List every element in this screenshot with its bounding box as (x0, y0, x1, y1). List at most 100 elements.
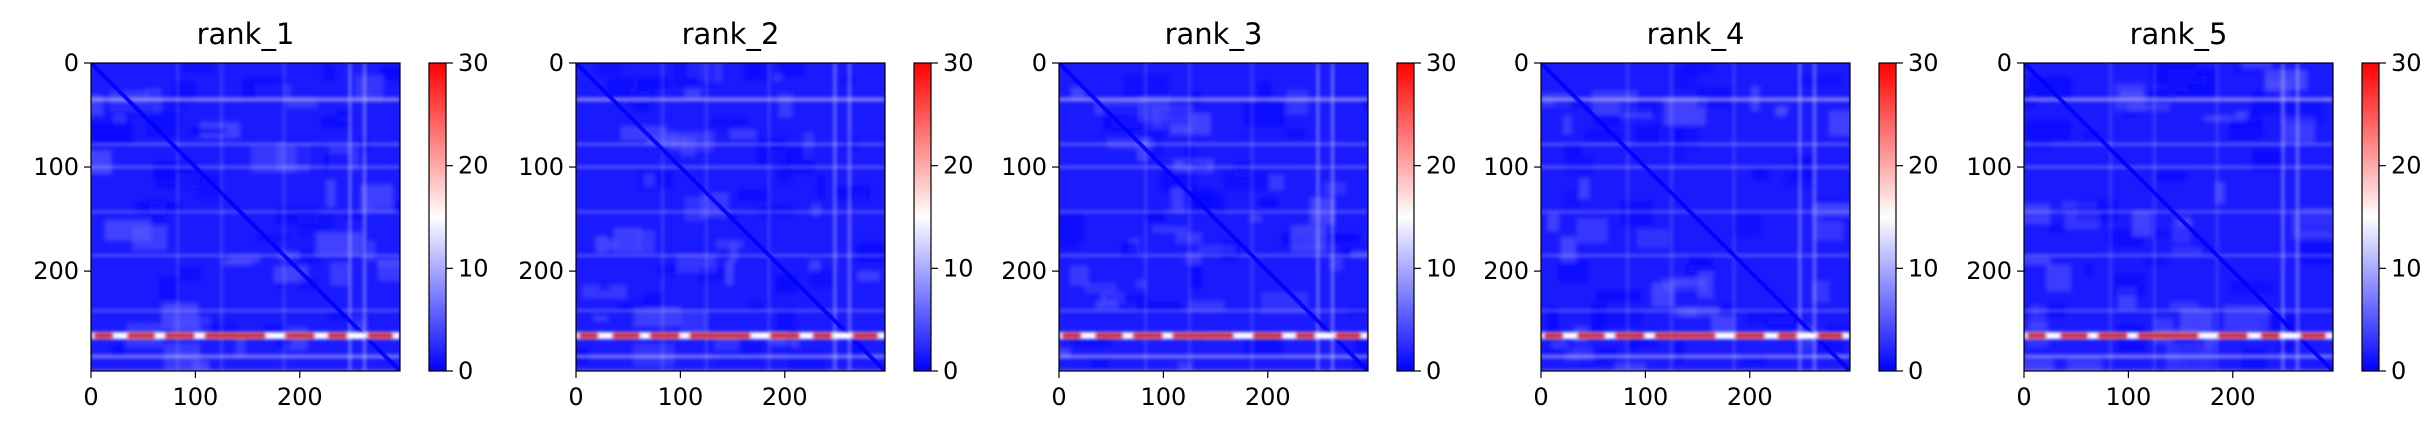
heatmap-cell (1546, 213, 1560, 232)
axes-frame (1540, 62, 1851, 372)
heatmap-bright-segment (1734, 332, 1766, 339)
heatmap-cell (196, 172, 222, 200)
heatmap-row-band (1541, 354, 1850, 359)
heatmap-row-band (1541, 309, 1850, 313)
heatmap-cell (1059, 239, 1080, 250)
heatmap-cell (1541, 348, 1574, 355)
heatmap-cell (344, 212, 366, 219)
heatmap-cell (776, 159, 792, 184)
colorbar-tick-label: 20 (1426, 152, 1457, 180)
x-tick-label: 200 (762, 383, 808, 411)
heatmap-cell (2228, 122, 2264, 140)
heatmap-image (1541, 63, 1850, 371)
heatmap-cell (644, 293, 664, 309)
x-tick-label: 100 (657, 383, 703, 411)
heatmap-cell (1602, 310, 1644, 325)
heatmap-bright-segment (2097, 332, 2129, 339)
y-tick-label: 100 (1483, 153, 1529, 181)
heatmap-bright-segment (851, 332, 879, 339)
heatmap-row-band (1059, 210, 1368, 214)
colorbar-tick-label: 20 (943, 152, 974, 180)
heatmap-cell (632, 77, 669, 89)
heatmap-bright-segment (326, 332, 348, 339)
heatmap-cell (337, 109, 352, 123)
heatmap-bright-segment (811, 332, 833, 339)
heatmap-cell (2046, 264, 2072, 292)
heatmap-col-band (2296, 63, 2300, 371)
heatmap-cell (605, 238, 616, 251)
heatmap-col-band (2109, 63, 2113, 371)
heatmap-cell (2241, 348, 2266, 371)
heatmap-cell (1188, 300, 1225, 312)
y-tick-label: 100 (1001, 153, 1047, 181)
heatmap-cell (1812, 203, 1850, 217)
heatmap-cell (1565, 154, 1593, 175)
colorbar-tick-label: 0 (2391, 357, 2406, 385)
heatmap-panel: rank_5 0 100 200 0 100 200 0 10 20 30 (1966, 17, 2421, 411)
heatmap-cell (181, 63, 214, 73)
heatmap-bright-segment (1776, 332, 1798, 339)
heatmap-cell (1634, 125, 1677, 145)
heatmap-cell (2171, 246, 2202, 256)
heatmap-cell (684, 88, 702, 99)
heatmap-bright-segment (1252, 332, 1284, 339)
colorbar-tick-label: 20 (458, 152, 489, 180)
heatmap-cell (1564, 142, 1582, 157)
chart-title: rank_5 (2130, 17, 2228, 51)
heatmap-cell (673, 63, 717, 87)
colorbar: 0 10 20 30 (428, 49, 489, 385)
heatmap-bright-segment (2059, 332, 2089, 339)
heatmap-cell (1563, 190, 1580, 209)
heatmap-col-band (1798, 63, 1802, 371)
heatmap-cell (772, 73, 783, 83)
heatmap-cell (2025, 119, 2071, 140)
heatmap-cell (2127, 103, 2171, 112)
heatmap-diagonal (1059, 63, 1368, 371)
heatmap-cell (1774, 107, 1787, 117)
colorbar-gradient (428, 62, 447, 372)
heatmap-row-band (2024, 309, 2333, 313)
heatmap-cell (1562, 115, 1572, 135)
heatmap-cell (1249, 215, 1262, 223)
heatmap-cell (315, 231, 363, 256)
heatmap-cell (744, 63, 767, 81)
heatmap-cell (1551, 340, 1568, 348)
colorbar: 0 10 20 30 (2361, 49, 2422, 385)
heatmap-bright-segment (649, 332, 681, 339)
heatmap-col-band (1316, 63, 1320, 371)
y-tick-label: 0 (1997, 49, 2012, 77)
heatmap-row-band (2024, 254, 2333, 257)
heatmap-cell (151, 100, 187, 107)
colorbar: 0 10 20 30 (1878, 49, 1939, 385)
heatmap-cell (855, 242, 885, 263)
heatmap-cell (2203, 115, 2246, 122)
heatmap-col-band (704, 63, 708, 371)
heatmap-cell (1059, 347, 1071, 358)
heatmap-cell (729, 242, 738, 263)
heatmap-cell (592, 315, 609, 322)
heatmap-bright-segment (1543, 332, 1564, 339)
heatmap-bright-segment (2299, 332, 2327, 339)
x-tick-label: 200 (277, 383, 323, 411)
heatmap-cell (1596, 290, 1642, 302)
heatmap-cell (1675, 65, 1697, 90)
heatmap-cell (1070, 86, 1086, 99)
heatmap-cell (329, 262, 350, 286)
heatmap-bright-row (576, 332, 885, 340)
heatmap-cell (1340, 245, 1368, 256)
heatmap-cell (1069, 265, 1089, 287)
heatmap-cell (175, 173, 201, 189)
heatmap-row-band (576, 142, 885, 146)
heatmap-cell (2024, 358, 2055, 371)
heatmap-cell (1224, 170, 1270, 191)
heatmap-bright-segment (1334, 332, 1362, 339)
heatmap-cell (235, 334, 246, 356)
heatmap-row-band (576, 210, 885, 214)
heatmap-cell (1189, 262, 1203, 289)
heatmap-cell (856, 270, 881, 282)
heatmap-bright-segment (164, 332, 196, 339)
heatmap-cell (159, 276, 180, 301)
heatmap-cell (377, 258, 400, 268)
heatmap-row-band (576, 97, 885, 102)
